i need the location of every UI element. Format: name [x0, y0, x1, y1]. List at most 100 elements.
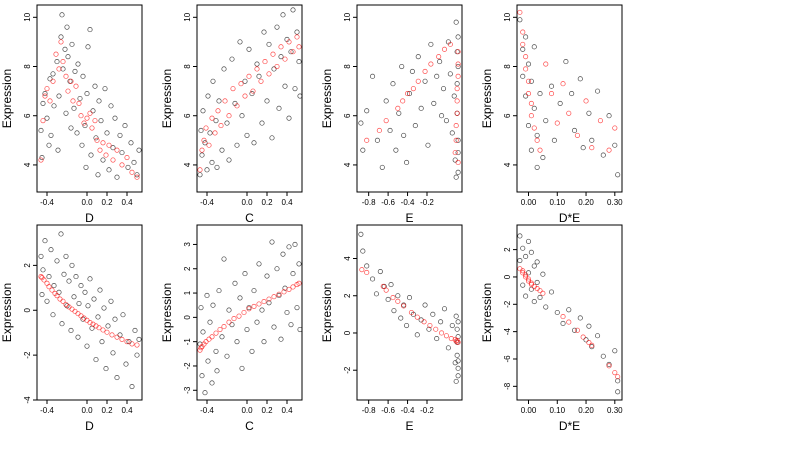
y-tick-label: 10: [23, 12, 32, 21]
data-point-observed: [290, 271, 296, 277]
data-point-fitted: [258, 78, 264, 84]
data-point-observed: [216, 288, 222, 294]
x-tick-label: -0.4: [200, 406, 214, 415]
data-point-observed: [531, 263, 537, 269]
data-point-fitted: [134, 342, 140, 348]
data-point-fitted: [234, 103, 240, 109]
data-point-observed: [108, 103, 114, 109]
data-point-fitted: [209, 334, 215, 340]
data-point-fitted: [197, 167, 203, 173]
data-point-observed: [286, 115, 292, 121]
data-point-fitted: [455, 159, 461, 166]
data-point-fitted: [92, 118, 98, 124]
data-point-observed: [523, 253, 529, 259]
data-point-fitted: [523, 54, 529, 60]
data-point-observed: [398, 315, 404, 321]
y-tick-label: 2: [343, 293, 352, 298]
x-axis-title: D*E: [559, 211, 580, 225]
data-point-observed: [531, 105, 537, 111]
data-point-observed: [63, 253, 69, 259]
data-point-fitted: [290, 284, 296, 290]
data-point-observed: [85, 44, 91, 50]
data-point-fitted: [390, 295, 396, 301]
data-point-fitted: [87, 110, 93, 116]
data-point-fitted: [517, 9, 523, 15]
data-point-observed: [256, 261, 262, 267]
data-point-observed: [370, 276, 376, 282]
data-point-observed: [453, 313, 459, 319]
data-point-fitted: [286, 286, 292, 292]
data-point-observed: [71, 294, 77, 300]
data-point-observed: [202, 390, 208, 396]
x-tick-label: 0.20: [578, 406, 594, 415]
x-tick-label: 0.00: [521, 406, 537, 415]
data-point-fitted: [454, 110, 460, 116]
data-point-observed: [455, 169, 461, 175]
data-point-observed: [93, 357, 99, 363]
data-point-fitted: [443, 333, 449, 339]
data-point-observed: [97, 287, 103, 293]
data-point-observed: [455, 365, 461, 371]
data-point-fitted: [583, 98, 589, 104]
data-point-observed: [571, 127, 578, 134]
data-point-observed: [120, 312, 126, 318]
data-point-observed: [112, 115, 118, 121]
y-tick-label: 6: [23, 113, 32, 118]
data-point-fitted: [427, 322, 433, 329]
data-point-observed: [434, 336, 440, 342]
data-point-observed: [409, 68, 415, 74]
data-point-observed: [38, 253, 44, 259]
y-tick-label: 1: [183, 290, 192, 295]
data-point-observed: [600, 152, 606, 158]
data-point-observed: [61, 271, 67, 277]
data-point-fitted: [433, 326, 439, 332]
data-point-observed: [221, 256, 227, 262]
data-point-fitted: [401, 303, 407, 309]
data-point-observed: [106, 167, 112, 173]
data-point-observed: [396, 110, 402, 116]
data-point-fitted: [574, 132, 580, 138]
data-point-observed: [98, 118, 104, 124]
y-tick-label: 0: [343, 330, 352, 335]
data-point-fitted: [580, 334, 586, 340]
data-point-observed: [406, 91, 413, 97]
data-point-observed: [455, 373, 461, 379]
data-point-observed: [209, 380, 215, 386]
data-point-observed: [75, 334, 81, 340]
data-point-fitted: [436, 54, 442, 60]
data-point-observed: [395, 293, 401, 299]
data-point-observed: [422, 302, 428, 308]
data-point-observed: [441, 306, 448, 312]
data-point-observed: [288, 322, 294, 328]
y-tick-label: 2: [183, 266, 192, 271]
panel-6: -0.4 0.0 0.2 0.4 -3 -2 -1 0 1 2 3 C Expression: [160, 224, 303, 433]
data-point-fitted: [597, 118, 603, 124]
data-point-observed: [210, 302, 216, 308]
data-point-observed: [197, 172, 203, 178]
y-tick-label: 6: [183, 113, 192, 118]
data-point-observed: [415, 54, 421, 60]
data-point-observed: [105, 323, 111, 329]
data-point-fitted: [119, 162, 125, 168]
data-point-fitted: [63, 302, 69, 308]
data-point-observed: [418, 105, 424, 111]
data-point-fitted: [364, 137, 370, 143]
data-point-fitted: [589, 145, 595, 151]
data-point-observed: [78, 283, 84, 289]
y-tick-label: 4: [503, 162, 512, 167]
data-point-observed: [364, 263, 370, 269]
data-point-fitted: [40, 118, 46, 124]
x-tick-label: 0.0: [81, 406, 93, 415]
data-point-observed: [406, 295, 413, 301]
x-axis-title: D*E: [559, 419, 580, 433]
data-point-fitted: [206, 142, 212, 148]
y-tick-label: -3: [183, 386, 192, 394]
data-point-fitted: [281, 289, 287, 295]
data-point-observed: [54, 59, 60, 65]
data-point-fitted: [44, 86, 50, 92]
data-point-observed: [259, 307, 265, 313]
data-point-fitted: [525, 78, 532, 84]
data-point-observed: [75, 61, 81, 67]
data-point-observed: [226, 307, 232, 313]
data-point-observed: [232, 280, 238, 286]
